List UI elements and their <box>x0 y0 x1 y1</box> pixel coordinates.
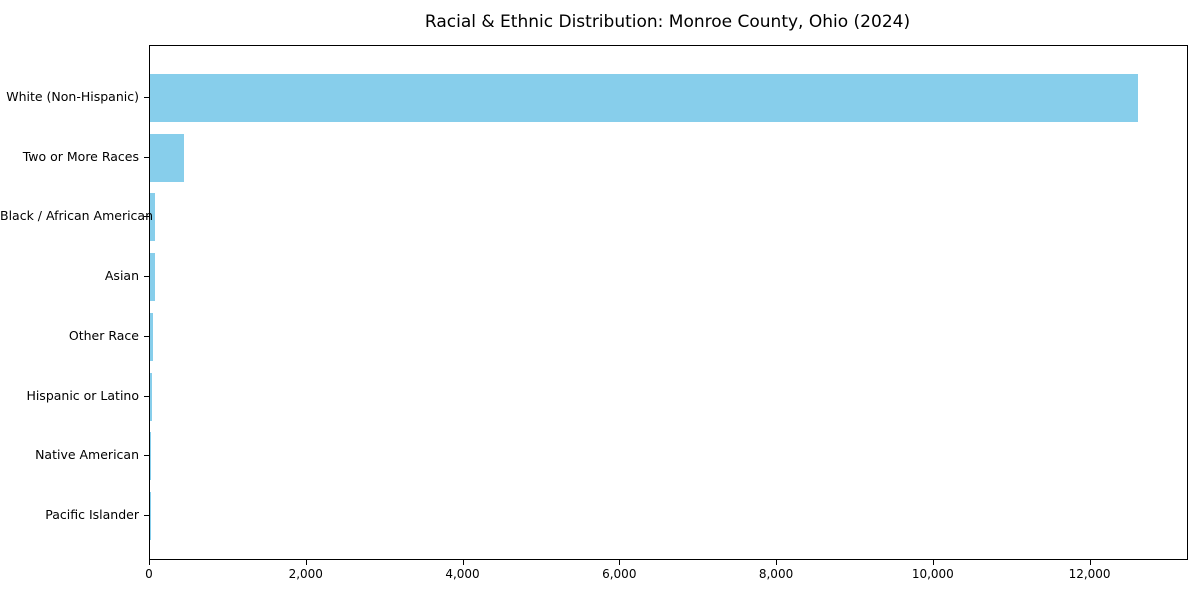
y-tick-mark <box>144 335 149 337</box>
y-tick-label: White (Non-Hispanic) <box>6 89 139 104</box>
y-tick-mark <box>144 395 149 397</box>
x-tick-label: 12,000 <box>1068 567 1111 581</box>
bar <box>150 253 156 302</box>
y-tick-mark <box>144 276 149 278</box>
y-tick-label: Native American <box>35 447 139 463</box>
bar <box>150 74 1138 122</box>
y-tick-label: Two or More Races <box>22 148 139 164</box>
y-tick-mark <box>144 156 149 158</box>
x-tick-label: 4,000 <box>445 567 480 581</box>
y-tick-label: Asian <box>104 268 139 284</box>
x-tick-mark <box>149 560 150 565</box>
x-tick-mark <box>776 560 778 565</box>
x-tick-label: 0 <box>145 567 153 581</box>
bar <box>150 372 152 421</box>
bar <box>150 432 151 481</box>
y-tick-mark <box>144 97 149 98</box>
x-tick-mark <box>305 560 307 565</box>
x-tick-mark <box>619 560 621 565</box>
x-tick-label: 8,000 <box>758 567 794 581</box>
x-tick-label: 6,000 <box>602 567 637 581</box>
y-tick-label: Hispanic or Latino <box>26 387 139 403</box>
x-tick-label: 2,000 <box>288 567 323 581</box>
x-tick-mark <box>462 560 464 565</box>
y-tick-mark <box>144 455 149 457</box>
bar <box>150 193 155 242</box>
y-tick-label: Pacific Islander <box>45 506 139 522</box>
chart-title: Racial & Ethnic Distribution: Monroe Cou… <box>424 12 911 32</box>
x-tick-mark <box>1089 560 1091 565</box>
y-tick-mark <box>144 514 149 516</box>
y-tick-mark <box>144 216 149 218</box>
y-tick-label: Other Race <box>68 327 139 343</box>
bar <box>150 312 154 361</box>
x-tick-label: 10,000 <box>911 567 954 581</box>
bar <box>150 133 185 182</box>
x-tick-mark <box>932 560 934 565</box>
y-tick-label: Black / African American <box>0 208 154 224</box>
plot-area <box>149 45 1188 560</box>
